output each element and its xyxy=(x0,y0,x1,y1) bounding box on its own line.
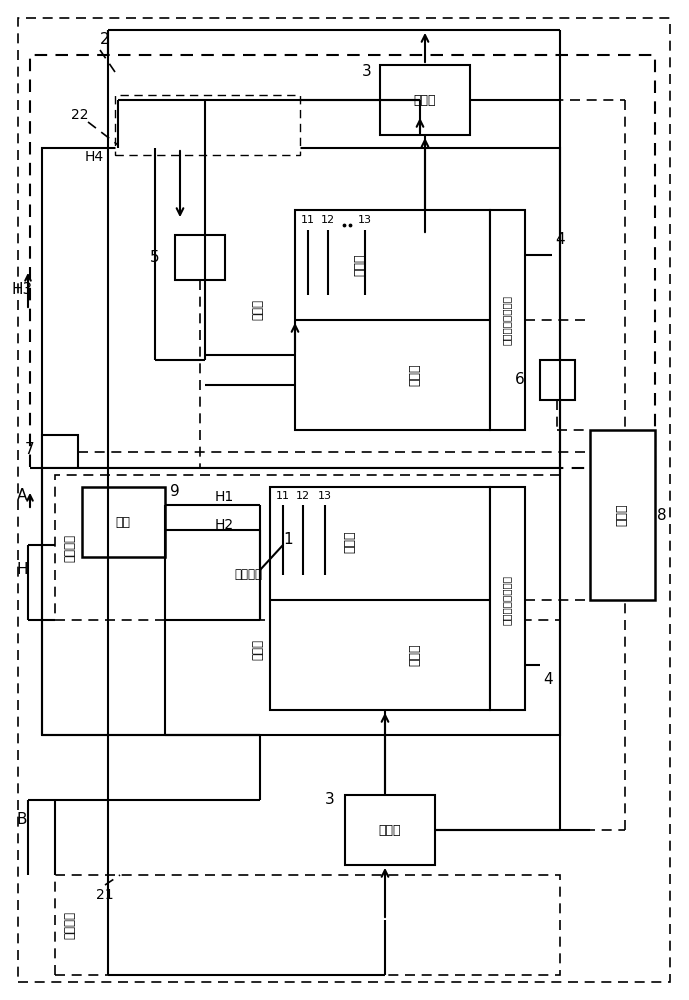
Bar xyxy=(42,435,78,468)
Text: 22: 22 xyxy=(71,108,89,122)
Bar xyxy=(380,65,470,135)
Text: 13: 13 xyxy=(358,215,372,225)
Text: 3: 3 xyxy=(325,792,335,808)
Bar xyxy=(295,210,490,430)
Bar xyxy=(115,95,300,155)
Text: 蓄热部: 蓄热部 xyxy=(251,300,265,320)
Text: 7: 7 xyxy=(25,442,35,458)
Text: 13: 13 xyxy=(318,491,332,501)
Text: 开闭阀: 开闭阀 xyxy=(414,94,436,106)
Text: 蓄热体温度检测部: 蓄热体温度检测部 xyxy=(502,575,512,625)
Bar xyxy=(490,210,525,430)
Bar xyxy=(175,235,225,280)
Text: 开闭阀: 开闭阀 xyxy=(379,824,401,836)
Text: 21: 21 xyxy=(96,888,114,902)
Text: H1: H1 xyxy=(215,490,234,504)
Text: 空调: 空调 xyxy=(116,516,130,528)
Text: H4: H4 xyxy=(85,150,104,164)
Text: 11: 11 xyxy=(301,215,315,225)
Bar xyxy=(42,468,560,735)
Text: 3: 3 xyxy=(362,64,372,80)
Text: H2: H2 xyxy=(215,518,234,532)
Bar xyxy=(490,487,525,710)
Text: 室内空间: 室内空间 xyxy=(63,534,76,562)
Text: 2: 2 xyxy=(100,32,110,47)
Text: 4: 4 xyxy=(543,672,553,688)
Bar xyxy=(82,487,165,557)
Text: 4: 4 xyxy=(555,232,564,247)
Bar xyxy=(55,875,560,975)
Text: 通气阀: 通气阀 xyxy=(409,644,422,666)
Text: 11: 11 xyxy=(276,491,290,501)
Text: H3: H3 xyxy=(12,282,32,298)
Bar xyxy=(540,360,575,400)
Bar xyxy=(270,487,490,710)
Bar xyxy=(42,148,290,360)
Text: 1: 1 xyxy=(283,532,293,548)
Text: A: A xyxy=(17,488,27,502)
Text: 12: 12 xyxy=(296,491,310,501)
Text: 9: 9 xyxy=(170,485,180,499)
Text: 5: 5 xyxy=(150,250,160,265)
Text: 地板下方: 地板下方 xyxy=(234,568,262,582)
Text: 蓄热体温度检测部: 蓄热体温度检测部 xyxy=(502,295,512,345)
Text: 控制部: 控制部 xyxy=(615,504,628,526)
Bar xyxy=(55,475,560,620)
Text: 通气阀: 通气阀 xyxy=(409,364,422,386)
Text: 蓄热块: 蓄热块 xyxy=(344,531,356,553)
Text: 室外空间: 室外空间 xyxy=(63,911,76,939)
Bar xyxy=(590,430,655,600)
Bar xyxy=(30,55,655,468)
Bar xyxy=(42,148,560,468)
Bar xyxy=(345,795,435,865)
Text: 12: 12 xyxy=(321,215,335,225)
Text: 6: 6 xyxy=(515,372,525,387)
Text: 蓄热块: 蓄热块 xyxy=(353,254,367,276)
Text: H: H xyxy=(17,562,28,578)
Text: 8: 8 xyxy=(657,508,667,522)
Text: B: B xyxy=(17,812,28,828)
Text: 蓄热部: 蓄热部 xyxy=(251,640,265,660)
